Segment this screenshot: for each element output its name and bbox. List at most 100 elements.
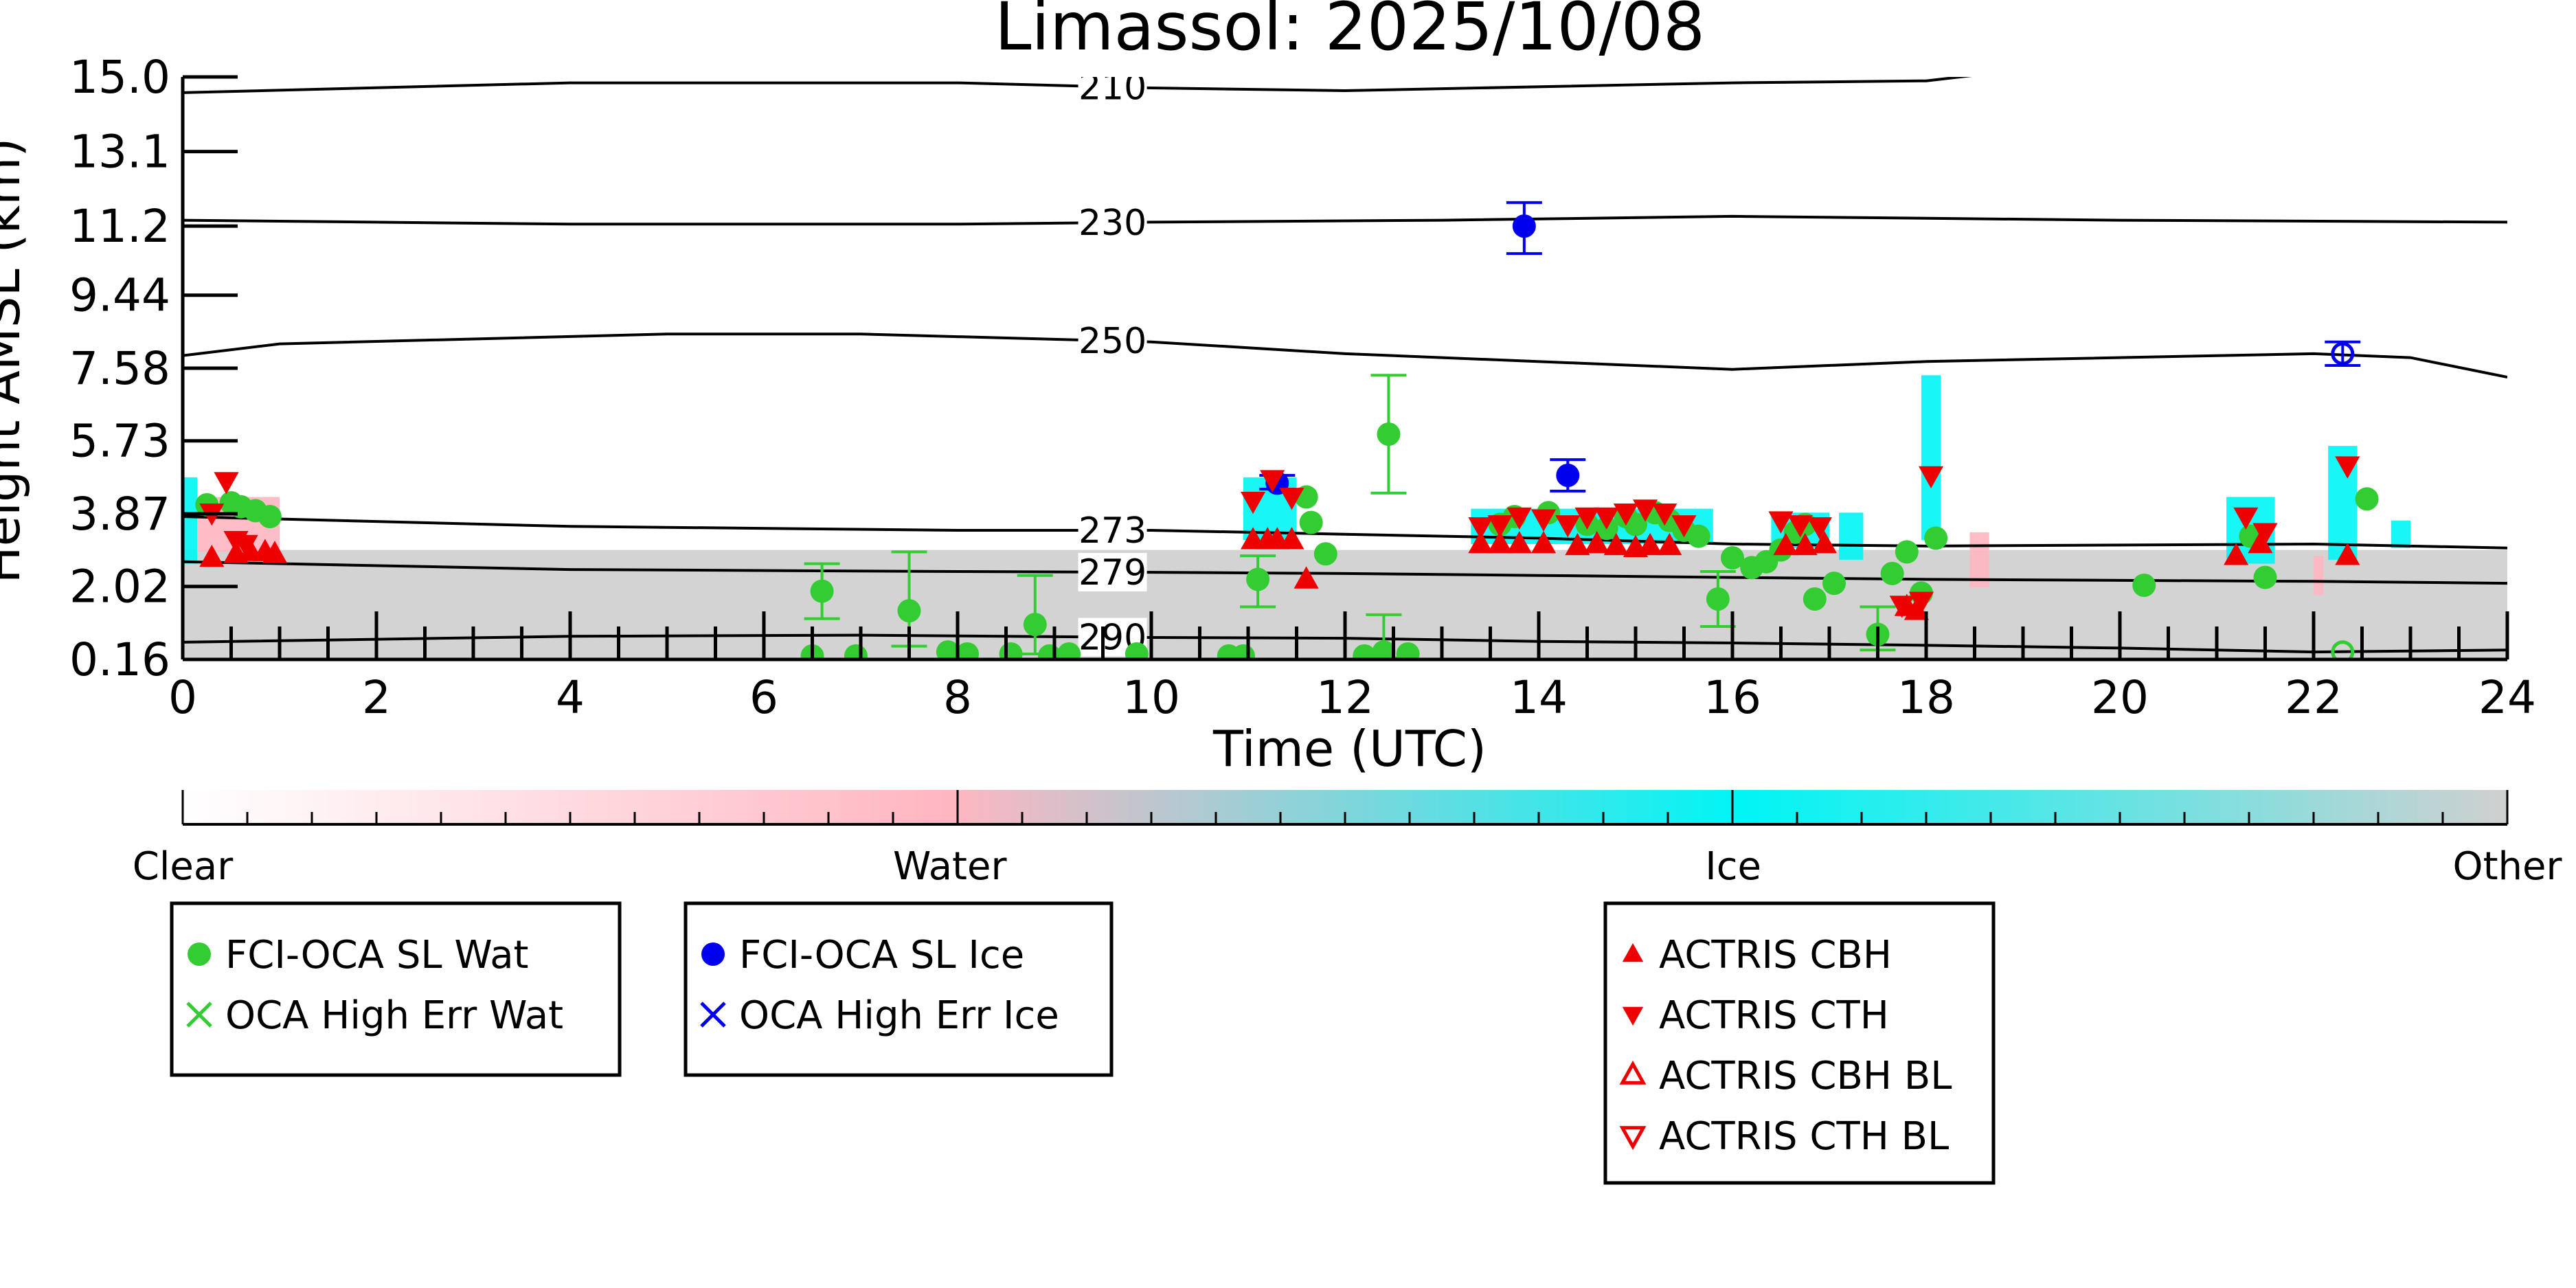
data-point (1556, 464, 1580, 487)
data-point (1260, 470, 1285, 493)
x-tick-label: 8 (943, 671, 972, 724)
legend-marker (1619, 1060, 1647, 1085)
data-point (1313, 542, 1337, 566)
data-point (1807, 517, 1832, 540)
y-tick-label: 13.1 (69, 126, 170, 179)
legend-marker-b (186, 1002, 212, 1028)
data-point (258, 505, 282, 528)
y-tick-label: 9.44 (69, 269, 170, 322)
contour-label: 279 (1078, 552, 1146, 594)
legend-box: ACTRIS CBH ACTRIS CTH ACTRIS CBH BL ACTRIS … (1603, 901, 1996, 1185)
temperature-contour (183, 560, 2507, 585)
data-point (897, 599, 921, 623)
data-point (1487, 531, 1513, 554)
data-point (936, 640, 960, 659)
series-actris-cth (199, 456, 2360, 618)
legend-label: ACTRIS CTH (1659, 993, 1889, 1038)
x-tick-label: 10 (1122, 671, 1180, 724)
data-point (1613, 503, 1638, 526)
data-point (1903, 598, 1929, 620)
cloud-phase-patch (1839, 512, 1864, 560)
x-tick-label: 18 (1897, 671, 1955, 724)
series-fci-oca-sl-ice (1259, 201, 1586, 495)
data-point (2331, 640, 2355, 659)
contour-label: 250 (1078, 321, 1146, 362)
data-point (1468, 517, 1493, 540)
temperature-contour (183, 214, 2507, 226)
data-point (1811, 531, 1837, 554)
x-tick-label: 20 (2091, 671, 2149, 724)
contour-label-bg (1078, 552, 1147, 591)
data-point (1792, 532, 1818, 556)
data-point (1231, 644, 1255, 659)
data-point (1889, 596, 1914, 618)
data-point (2248, 531, 2273, 554)
data-point (1555, 515, 1581, 538)
cloud-phase-patch (1921, 375, 1941, 541)
contour-label: 273 (1078, 510, 1146, 552)
data-point (810, 579, 834, 603)
data-point (1531, 531, 1557, 554)
data-point (2253, 565, 2277, 589)
legend-label: FCI-OCA SL Wat (225, 933, 529, 978)
x-tick-label: 16 (1704, 671, 1761, 724)
data-point (1396, 642, 1420, 659)
data-point (1023, 613, 1047, 637)
y-tick-label: 11.2 (69, 200, 170, 253)
x-tick-label: 12 (1316, 671, 1374, 724)
cloud-phase-patch (2314, 556, 2324, 596)
x-tick-label: 22 (2285, 671, 2342, 724)
temperature-contour (183, 515, 2507, 550)
data-point (1803, 587, 1827, 611)
legend-marker (701, 942, 725, 966)
temperature-contour (183, 332, 2507, 379)
data-point (1353, 644, 1377, 659)
contour-label-bg (1078, 77, 1147, 106)
data-point (1531, 509, 1557, 532)
data-point (1512, 214, 1536, 238)
data-point (1279, 527, 1304, 550)
data-point (1787, 515, 1813, 538)
x-tick-label: 14 (1510, 671, 1568, 724)
data-point (1057, 642, 1081, 659)
data-point (1584, 531, 1609, 554)
cloud-phase-patch (1969, 532, 1989, 587)
y-tick-label: 3.87 (69, 488, 170, 541)
data-point (1686, 524, 1710, 548)
data-point (2331, 341, 2355, 365)
data-point (1721, 546, 1744, 569)
data-point (199, 545, 225, 567)
data-point (1372, 640, 1396, 659)
y-tick-label: 15.0 (69, 51, 170, 104)
data-point (2335, 543, 2360, 565)
data-point (1125, 642, 1149, 659)
data-point (2224, 543, 2249, 565)
legend-marker (700, 1002, 726, 1028)
data-point (844, 644, 868, 659)
legend-frame (170, 901, 622, 1077)
data-point (1652, 503, 1677, 526)
data-point (1487, 515, 1513, 538)
colorbar-label: Water (893, 844, 1008, 889)
data-point (2132, 574, 2156, 597)
data-point (1574, 507, 1600, 530)
cloud-phase-patch (183, 477, 198, 564)
colorbar-label: Other (2452, 844, 2562, 889)
contour-label-bg (1078, 511, 1147, 550)
data-point (1293, 566, 1319, 589)
data-point (1506, 531, 1532, 554)
x-tick-label: 4 (556, 671, 585, 724)
data-point (1299, 510, 1323, 534)
data-point (1633, 499, 1658, 522)
data-point (1919, 466, 1944, 488)
data-point (1594, 507, 1619, 530)
x-tick-label: 2 (362, 671, 391, 724)
series-fci-oca-sl-wat-open- (2331, 640, 2355, 659)
data-point (1822, 572, 1846, 596)
data-point (1468, 531, 1493, 554)
legend-marker (186, 1002, 212, 1028)
data-point (1246, 567, 1270, 591)
